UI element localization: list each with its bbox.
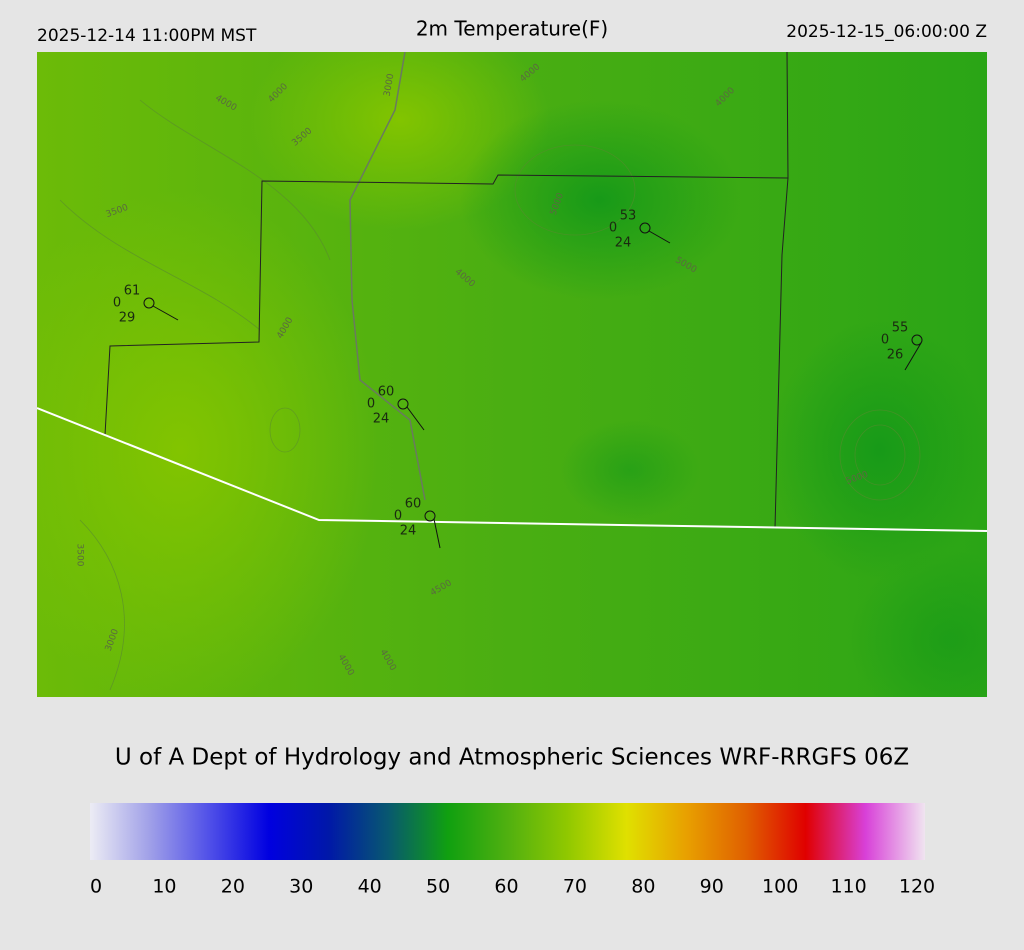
dewpoint: 24 bbox=[615, 236, 632, 251]
colorbar-tick-label: 120 bbox=[899, 876, 935, 898]
colorbar-tick-label: 100 bbox=[762, 876, 798, 898]
contour-label: 3000 bbox=[383, 73, 397, 98]
map: 4000 4000 30003500350040004000400040003500… bbox=[37, 52, 987, 697]
station-code: 0 bbox=[881, 333, 889, 348]
valid-time-local: 2025-12-14 11:00PM MST bbox=[37, 26, 257, 46]
station-circle bbox=[639, 222, 651, 234]
valid-time-utc: 2025-12-15_06:00:00 Z bbox=[786, 22, 987, 42]
station-circle bbox=[911, 334, 923, 346]
colorbar bbox=[90, 803, 925, 860]
colorbar-tick-label: 80 bbox=[631, 876, 655, 898]
colorbar-tick-label: 90 bbox=[700, 876, 724, 898]
colorbar-tick-label: 30 bbox=[289, 876, 313, 898]
station-code: 0 bbox=[113, 296, 121, 311]
footer: U of A Dept of Hydrology and Atmospheric… bbox=[115, 745, 909, 771]
station-circle bbox=[424, 510, 436, 522]
wind-barb bbox=[904, 342, 922, 371]
dewpoint: 24 bbox=[373, 412, 390, 427]
temperature: 61 bbox=[124, 284, 141, 299]
wind-barb bbox=[152, 305, 179, 321]
temperature: 55 bbox=[892, 321, 909, 336]
dewpoint: 29 bbox=[119, 311, 136, 326]
colorbar-tick-label: 0 bbox=[90, 876, 102, 898]
title: 2m Temperature(F) bbox=[416, 17, 608, 41]
temperature: 60 bbox=[405, 497, 422, 512]
station-code: 0 bbox=[367, 397, 375, 412]
dewpoint: 26 bbox=[887, 348, 904, 363]
wind-barb bbox=[406, 406, 425, 431]
dewpoint: 24 bbox=[400, 524, 417, 539]
wind-barb bbox=[433, 518, 441, 549]
station-circle bbox=[397, 398, 409, 410]
colorbar-tick-label: 110 bbox=[830, 876, 866, 898]
colorbar-tick-label: 20 bbox=[221, 876, 245, 898]
colorbar-tick-label: 60 bbox=[494, 876, 518, 898]
station-circle bbox=[143, 297, 155, 309]
colorbar-tick-label: 10 bbox=[152, 876, 176, 898]
colorbar-tick-label: 70 bbox=[563, 876, 587, 898]
temperature: 53 bbox=[620, 209, 637, 224]
wind-barb bbox=[648, 230, 671, 244]
colorbar-tick-label: 50 bbox=[426, 876, 450, 898]
station-code: 0 bbox=[394, 509, 402, 524]
contour-label: 3500 bbox=[75, 544, 85, 567]
temperature: 60 bbox=[378, 385, 395, 400]
station-code: 0 bbox=[609, 221, 617, 236]
colorbar-tick-label: 40 bbox=[358, 876, 382, 898]
